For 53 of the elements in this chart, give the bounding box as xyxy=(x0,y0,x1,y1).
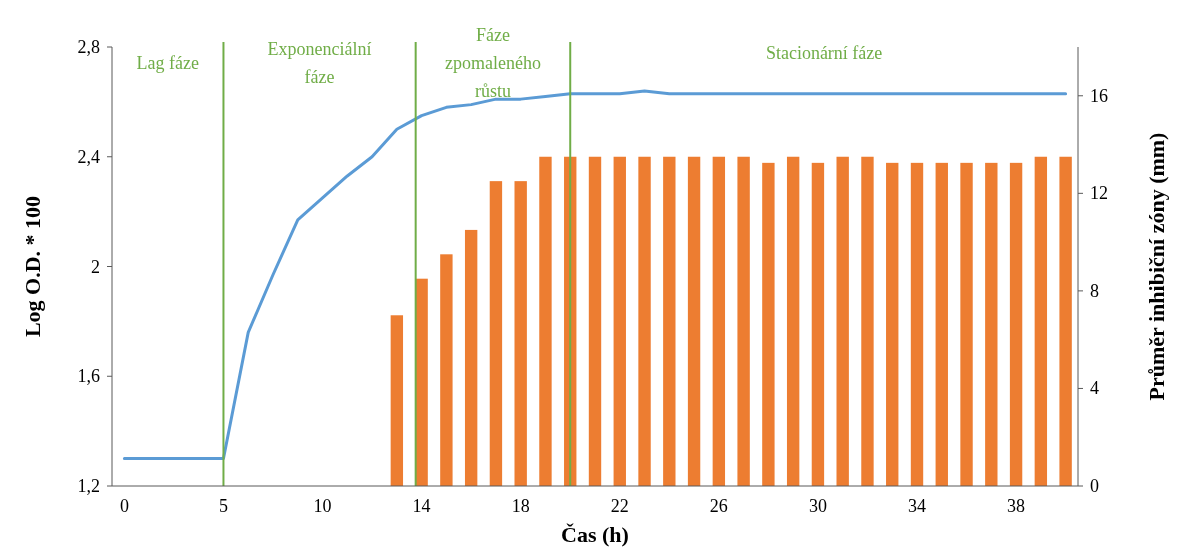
y-axis-title: Log O.D. * 100 xyxy=(20,195,45,338)
bar xyxy=(588,156,602,486)
x-tick-label: 18 xyxy=(511,496,530,516)
bar xyxy=(464,229,478,486)
y2-axis-title: Průměr inhibiční zóny (mm) xyxy=(1144,132,1169,401)
bar xyxy=(440,254,453,486)
bar xyxy=(638,156,651,486)
x-tick-label: 5 xyxy=(218,496,228,516)
y-tick-label: 2,8 xyxy=(77,37,100,57)
annotation: Fáze zpomaleného růstu xyxy=(444,25,541,101)
bar xyxy=(1059,156,1072,486)
bar xyxy=(712,156,726,486)
annotation: Lag fáze xyxy=(136,53,199,73)
x-tick-label: 14 xyxy=(412,496,431,516)
y2-tick-label: 0 xyxy=(1090,476,1099,496)
x-tick-label: 10 xyxy=(313,496,332,516)
x-tick-label: 30 xyxy=(808,496,827,516)
bar xyxy=(613,156,626,486)
x-tick-label: 0 xyxy=(119,496,129,516)
y2-tick-label: 12 xyxy=(1090,183,1108,204)
bar xyxy=(786,156,800,486)
x-tick-label: 22 xyxy=(610,496,629,516)
bar xyxy=(390,315,404,486)
bar xyxy=(1034,156,1048,486)
bar xyxy=(1009,162,1023,486)
bar xyxy=(737,156,750,486)
bar xyxy=(935,162,948,486)
y2-tick-label: 16 xyxy=(1090,85,1108,106)
bar xyxy=(514,181,527,486)
bar xyxy=(489,181,503,486)
x-tick-label: 38 xyxy=(1007,496,1026,516)
bar xyxy=(886,162,899,486)
bar xyxy=(663,156,676,486)
x-tick-label: 26 xyxy=(709,496,728,516)
x-axis-title: Čas (h) xyxy=(561,522,629,547)
bar xyxy=(687,156,701,486)
y-tick-label: 2,4 xyxy=(77,146,100,167)
y-tick-label: 1,6 xyxy=(77,366,100,387)
bar xyxy=(910,162,924,486)
annotation: Exponenciální fáze xyxy=(267,39,372,87)
bar xyxy=(762,162,775,486)
x-tick-label: 34 xyxy=(908,496,926,516)
annotation: Stacionární fáze xyxy=(765,43,883,63)
bar xyxy=(539,156,552,486)
y-tick-label: 2 xyxy=(91,256,100,277)
y-tick-label: 1,2 xyxy=(77,476,100,496)
bar xyxy=(836,156,849,486)
bar xyxy=(811,162,825,486)
y2-tick-label: 4 xyxy=(1090,378,1099,399)
y2-tick-label: 8 xyxy=(1090,280,1099,301)
bar xyxy=(861,156,874,486)
bar xyxy=(985,162,998,486)
bar xyxy=(960,162,973,486)
